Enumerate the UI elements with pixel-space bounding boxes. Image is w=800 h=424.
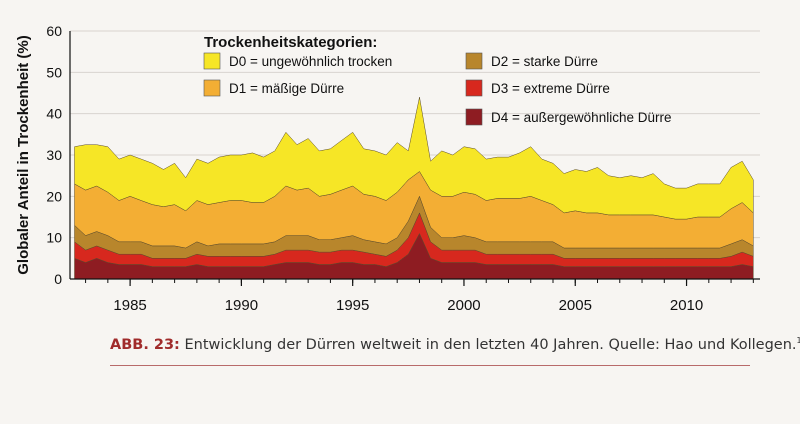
x-tick-label: 1985 <box>113 297 146 314</box>
x-tick-label: 2005 <box>559 297 592 314</box>
y-tick-label: 20 <box>46 188 62 204</box>
legend-entry: D2 = starke Dürre <box>491 54 598 69</box>
drought-area-chart: 0 10 20 30 40 50 60 1985 1990 1995 2000 2005 2010 Tr… <box>15 23 760 314</box>
legend-swatch <box>465 108 483 126</box>
legend-entry: D3 = extreme Dürre <box>491 81 610 96</box>
y-tick-label: 30 <box>46 147 62 163</box>
legend-entry: D4 = außergewöhnliche Dürre <box>491 110 671 125</box>
y-tick-label: 40 <box>46 106 62 122</box>
legend-entry: D1 = mäßige Dürre <box>229 81 344 96</box>
legend-entry: D0 = ungewöhnlich trocken <box>229 54 392 69</box>
y-tick-label: 50 <box>46 64 62 80</box>
legend-title: Trockenheitskategorien: <box>204 34 377 51</box>
legend-swatch <box>465 79 483 97</box>
caption-ref: 11 <box>796 336 800 345</box>
x-tick-label: 2000 <box>447 297 480 314</box>
caption-text: Entwicklung der Dürren weltweit in den l… <box>179 336 797 353</box>
y-tick-label: 10 <box>46 230 62 246</box>
x-tick-label: 1990 <box>225 297 258 314</box>
chart-svg: 0 10 20 30 40 50 60 1985 1990 1995 2000 2005 2010 Tr… <box>15 23 760 314</box>
legend-swatch <box>203 79 221 97</box>
caption-label: ABB. 23: <box>110 336 180 353</box>
area-series <box>74 96 754 220</box>
y-tick-label: 60 <box>46 23 62 39</box>
y-axis-label: Globaler Anteil in Trockenheit (%) <box>15 35 32 274</box>
legend-swatch <box>465 52 483 70</box>
y-tick-label: 0 <box>54 271 62 287</box>
figure-caption: ABB. 23: Entwicklung der Dürren weltweit… <box>110 336 800 353</box>
legend-swatch <box>203 52 221 70</box>
x-tick-label: 2010 <box>670 297 703 314</box>
caption-rule <box>110 365 750 366</box>
x-tick-label: 1995 <box>336 297 369 314</box>
